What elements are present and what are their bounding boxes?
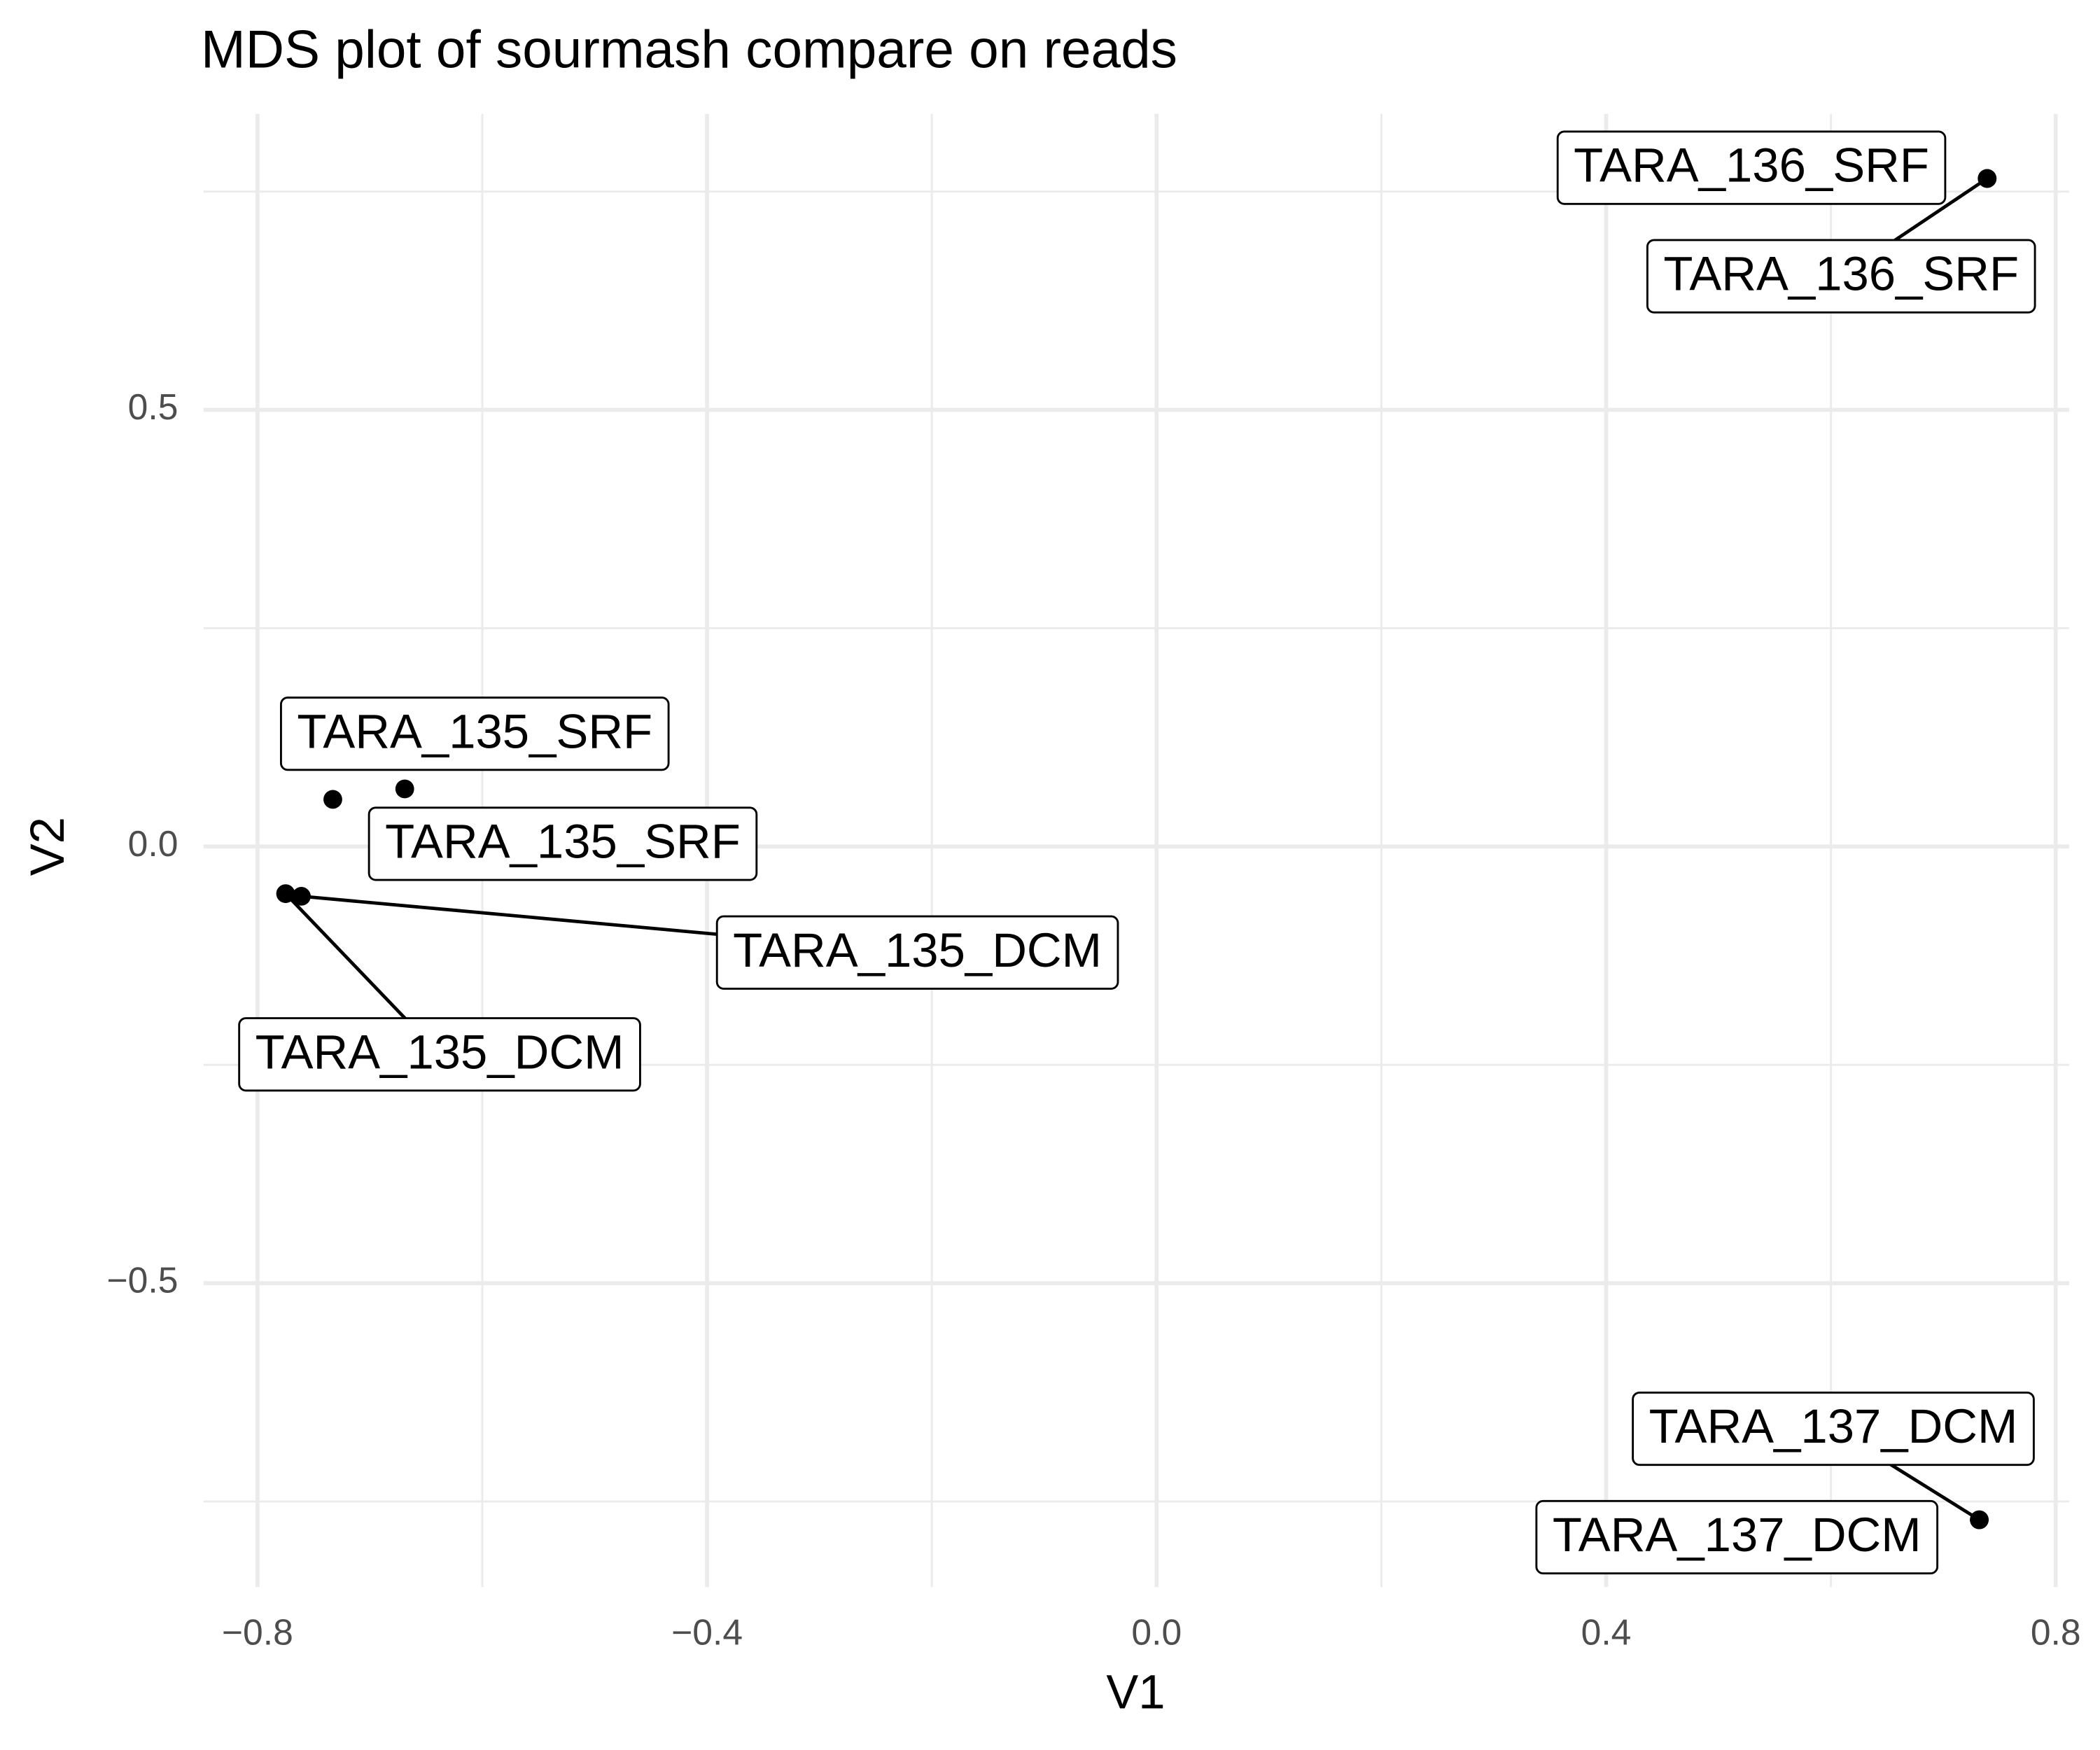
y-axis-title: V2 [20,817,74,876]
y-tick-label: 0.5 [128,386,178,427]
x-tick-label: 0.0 [1131,1612,1182,1653]
point-label: TARA_137_DCM [1553,1508,1921,1562]
label-box [238,1017,641,1092]
label-box [1646,239,2036,314]
point-label: TARA_135_DCM [733,923,1102,977]
y-tick-label: −0.5 [107,1260,178,1301]
point-label: TARA_135_DCM [255,1025,624,1079]
point-label: TARA_135_SRF [297,704,652,758]
point-label: TARA_135_SRF [385,815,741,869]
x-tick-label: −0.4 [671,1612,743,1653]
point-label: TARA_137_DCM [1649,1399,2018,1453]
point [1977,169,1997,188]
label-box [1632,1391,2035,1466]
point-label: TARA_136_SRF [1574,139,1929,192]
x-tick-label: −0.8 [222,1612,293,1653]
x-tick-label: 0.8 [2031,1612,2081,1653]
label-box [715,915,1119,990]
plot-marks: TARA_136_SRF TARA_136_SRF TARA_135_SRF TARA… [238,130,2036,1575]
label-box [279,696,670,771]
point [395,779,414,799]
point [276,884,295,904]
label-box [368,806,758,881]
y-tick-label: 0.0 [128,823,178,864]
point-label: TARA_136_SRF [1663,247,2019,301]
point [323,790,342,809]
point [292,887,311,906]
x-tick-label: 0.4 [1581,1612,1632,1653]
chart-title: MDS plot of sourmash compare on reads [201,20,1177,80]
label-box [1535,1499,1939,1575]
point [1970,1510,1989,1530]
x-axis-title: V1 [1106,1665,1165,1718]
label-box [1556,130,1947,205]
